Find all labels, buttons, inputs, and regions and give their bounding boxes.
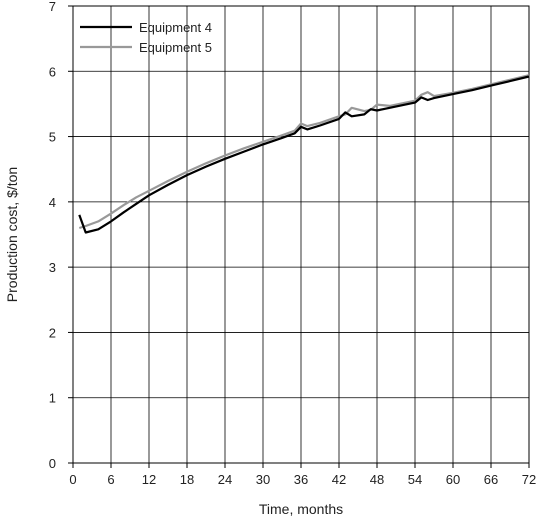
series-line-equipment-5 <box>78 74 530 230</box>
y-tick-label: 0 <box>49 456 56 471</box>
x-tick-label: 66 <box>484 472 498 487</box>
y-tick-label: 2 <box>49 325 56 340</box>
y-axis-title: Production cost, $/ton <box>4 167 20 302</box>
x-tick-label: 12 <box>142 472 156 487</box>
legend-label: Equipment 4 <box>139 20 212 35</box>
y-tick-label: 1 <box>49 391 56 406</box>
legend: Equipment 4 Equipment 5 <box>80 20 212 55</box>
y-tick-label: 7 <box>49 0 56 14</box>
x-tick-label: 54 <box>408 472 422 487</box>
y-tick-label: 5 <box>49 130 56 145</box>
y-axis-ticks: 0 1 2 3 4 5 6 7 <box>49 0 73 471</box>
x-tick-label: 6 <box>107 472 114 487</box>
gridlines <box>73 6 529 463</box>
x-tick-label: 48 <box>370 472 384 487</box>
y-tick-label: 3 <box>49 260 56 275</box>
x-tick-label: 30 <box>256 472 270 487</box>
y-tick-label: 6 <box>49 64 56 79</box>
series-line-equipment-4 <box>78 75 530 234</box>
x-tick-label: 18 <box>180 472 194 487</box>
x-tick-label: 24 <box>218 472 232 487</box>
y-tick-label: 4 <box>49 195 56 210</box>
x-tick-label: 36 <box>294 472 308 487</box>
legend-label: Equipment 5 <box>139 40 212 55</box>
series-lines <box>78 74 530 234</box>
x-tick-label: 60 <box>446 472 460 487</box>
x-tick-label: 72 <box>522 472 536 487</box>
x-axis-title: Time, months <box>259 501 343 517</box>
x-tick-label: 42 <box>332 472 346 487</box>
x-tick-label: 0 <box>69 472 76 487</box>
x-axis-ticks: 0 6 12 18 24 30 36 42 48 54 60 66 72 <box>69 463 536 487</box>
